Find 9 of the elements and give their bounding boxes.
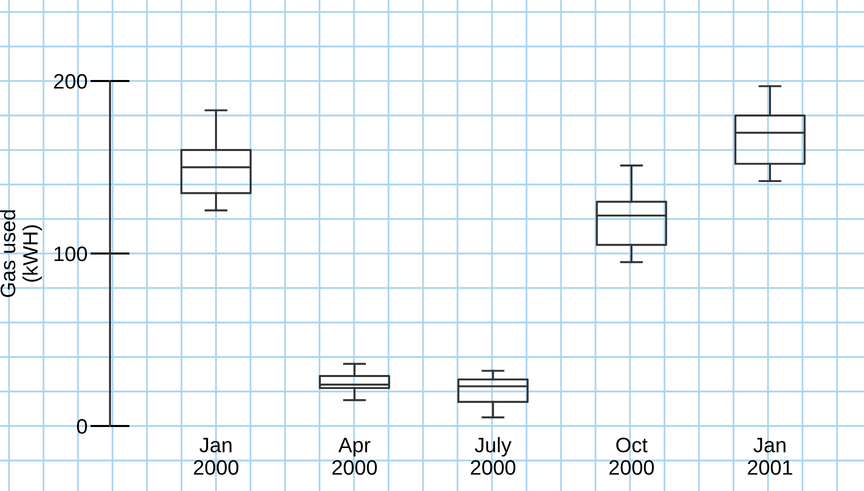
y-tick-label: 100 (54, 246, 87, 262)
y-tick-label: 0 (77, 419, 87, 434)
y-axis-title: Gas used (kWH) (0, 210, 42, 298)
x-tick-label: Oct 2000 (609, 438, 654, 475)
y-tick-label: 200 (54, 74, 87, 89)
x-tick-label: Jan 2001 (748, 438, 792, 475)
x-tick-label: Jan 2000 (194, 438, 238, 475)
x-tick-label: Apr 2000 (332, 438, 377, 475)
x-tick-label: July 2000 (470, 437, 516, 475)
